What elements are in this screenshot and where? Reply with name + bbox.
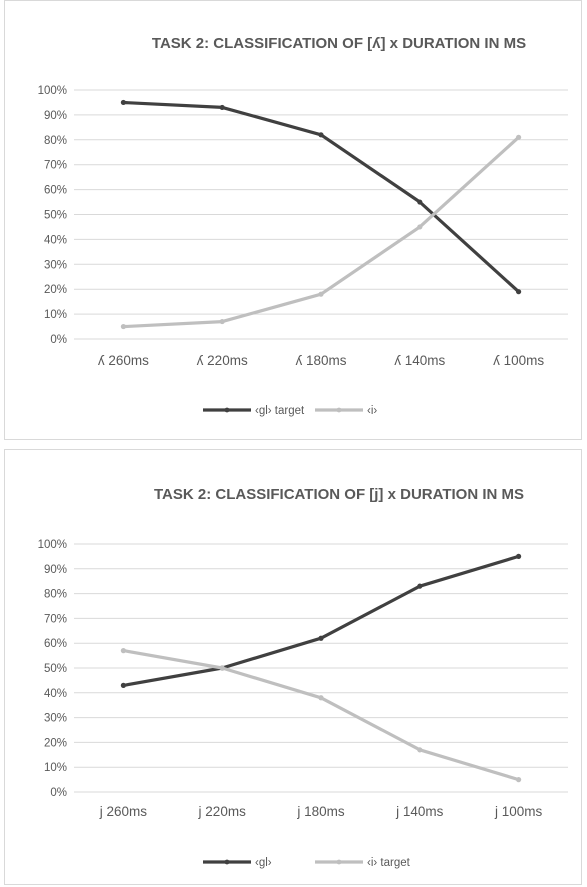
- legend-label-2: ‹i›: [367, 405, 377, 417]
- y-tick-label: 100%: [38, 85, 67, 97]
- series-line-2: [121, 135, 521, 329]
- data-point: [417, 224, 423, 230]
- data-point: [219, 104, 225, 111]
- x-tick-label: j 260ms: [99, 804, 148, 819]
- data-point: [120, 682, 126, 688]
- data-point: [516, 289, 522, 295]
- chart-1-title: TASK 2: CLASSIFICATION OF [ʎ] x DURATION…: [152, 35, 526, 52]
- y-tick-label: 60%: [44, 638, 67, 650]
- y-tick-label: 0%: [50, 787, 67, 799]
- y-tick-label: 40%: [44, 688, 67, 700]
- chart-panel-1: TASK 2: CLASSIFICATION OF [ʎ] x DURATION…: [4, 0, 582, 440]
- x-tick-label: ʎ 180ms: [295, 353, 346, 368]
- y-tick-label: 0%: [50, 334, 67, 346]
- y-tick-label: 90%: [44, 564, 67, 576]
- y-tick-label: 10%: [44, 762, 67, 774]
- data-point: [417, 199, 423, 205]
- y-tick-label: 80%: [44, 135, 67, 147]
- legend-marker-1: [224, 407, 230, 413]
- legend-label-1: ‹gl›: [255, 857, 272, 869]
- y-tick-label: 100%: [38, 539, 67, 551]
- y-tick-label: 80%: [44, 589, 67, 601]
- x-tick-label: ʎ 140ms: [394, 353, 445, 368]
- chart-1-svg: TASK 2: CLASSIFICATION OF [ʎ] x DURATION…: [38, 35, 568, 417]
- legend-marker-2: [336, 859, 342, 865]
- x-tick-label: j 180ms: [296, 804, 345, 819]
- data-point: [417, 747, 423, 753]
- data-point: [318, 695, 324, 701]
- series-line-2: [121, 649, 521, 782]
- series-line-1: [121, 554, 521, 687]
- y-tick-label: 10%: [44, 309, 67, 321]
- x-tick-label: ʎ 260ms: [98, 353, 149, 368]
- y-tick-label: 50%: [44, 663, 67, 675]
- y-tick-label: 30%: [44, 713, 67, 725]
- series-line-1: [121, 100, 521, 294]
- x-tick-label: ʎ 220ms: [197, 353, 248, 368]
- y-tick-label: 90%: [44, 110, 67, 122]
- legend-marker-1: [224, 859, 230, 865]
- y-tick-label: 70%: [44, 613, 67, 625]
- x-tick-label: ʎ 100ms: [493, 353, 544, 368]
- y-tick-label: 20%: [44, 737, 67, 749]
- legend-label-2: ‹i› target: [367, 857, 411, 869]
- data-point: [120, 648, 126, 654]
- y-tick-label: 30%: [44, 259, 67, 271]
- x-tick-label: j 100ms: [494, 804, 543, 819]
- data-point: [516, 553, 522, 559]
- y-tick-label: 50%: [44, 210, 67, 222]
- data-point: [318, 291, 324, 297]
- data-point: [219, 665, 225, 671]
- data-point: [417, 583, 423, 589]
- data-point: [318, 132, 324, 138]
- y-tick-label: 70%: [44, 160, 67, 172]
- y-tick-label: 60%: [44, 185, 67, 197]
- data-point: [120, 323, 126, 330]
- x-tick-label: j 220ms: [198, 804, 247, 819]
- x-tick-label: j 140ms: [395, 804, 444, 819]
- chart-panel-2: TASK 2: CLASSIFICATION OF [j] x DURATION…: [4, 449, 582, 885]
- y-tick-label: 40%: [44, 234, 67, 246]
- chart-2-svg: TASK 2: CLASSIFICATION OF [j] x DURATION…: [38, 486, 568, 869]
- data-point: [318, 635, 324, 641]
- legend-label-1: ‹gl› target: [255, 405, 305, 417]
- y-tick-label: 20%: [44, 284, 67, 296]
- data-point: [516, 777, 522, 783]
- data-point: [120, 99, 126, 106]
- legend-marker-2: [336, 407, 342, 413]
- data-point: [219, 318, 225, 325]
- data-point: [516, 134, 522, 140]
- chart-2-title: TASK 2: CLASSIFICATION OF [j] x DURATION…: [154, 486, 524, 503]
